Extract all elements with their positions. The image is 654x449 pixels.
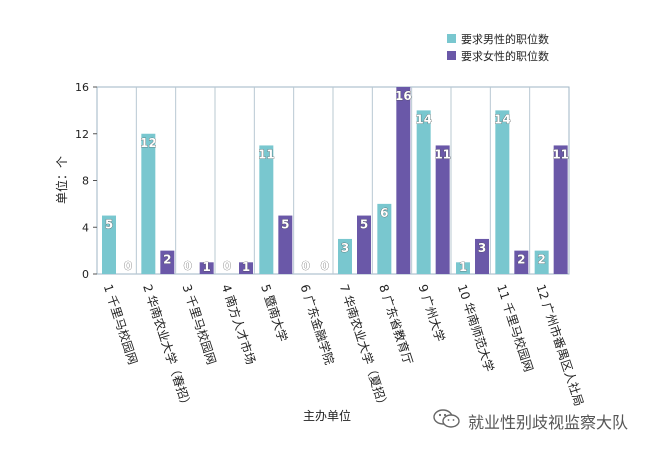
category-separators [135,87,531,274]
x-axis-title: 主办单位 [303,408,351,423]
watermark-text: 就业性别歧视监察大队 [468,413,629,432]
watermark: 就业性别歧视监察大队 [432,408,628,434]
data-label: 11 [434,147,451,161]
data-label: 14 [415,112,432,126]
legend-swatch [447,34,456,43]
y-tick-label: 16 [75,81,89,94]
data-label: 5 [105,218,113,232]
category-label: 1 千里马校园网 [101,282,141,366]
data-label: 0 [223,259,231,273]
data-label: 1 [202,260,210,274]
data-label: 1 [459,260,467,274]
bar-male [102,215,116,274]
y-axis-ticks: 0 4 8 12 16 [75,81,97,281]
bar-male [377,203,392,274]
data-label: 2 [517,253,525,267]
bar-male [456,262,470,274]
legend-swatch [447,51,456,60]
data-label: 0 [124,259,132,273]
y-tick-label: 4 [82,221,89,234]
data-label: 3 [341,241,349,255]
bar-female [553,145,568,274]
category-label: 5 暨南大学 [258,282,291,343]
data-label: 11 [258,147,275,161]
data-label: 11 [552,147,569,161]
data-label: 0 [183,259,191,273]
legend-entry: 要求男性的职位数 [461,32,549,46]
bar-male [259,145,274,274]
category-label: 6 广东金融学院 [297,282,337,366]
bar-female [435,145,450,274]
data-label: 14 [494,112,511,126]
bar-male [338,238,352,274]
bar-female [239,262,253,274]
data-label: 5 [360,218,368,232]
data-label: 1 [242,260,250,274]
category-label: 11 千里马校园网 [494,282,536,373]
bar-male [534,250,549,274]
category-label: 8 广东省教育厅 [376,282,416,366]
data-label: 2 [163,253,171,267]
bar-male [495,110,510,274]
bar-male [416,110,431,274]
bar-female [357,215,371,274]
category-label: 9 广州大学 [415,282,448,343]
bar-female [396,87,411,274]
category-label: 4 南方人才市场 [219,282,259,366]
bar-female [278,215,293,274]
data-label: 16 [395,89,412,103]
data-label: 3 [478,241,486,255]
bar-female [475,238,489,274]
data-label: 0 [320,259,328,273]
legend-entry: 要求女性的职位数 [461,49,549,63]
y-tick-label: 12 [75,128,89,141]
category-labels: 1 千里马校园网 2 华南农业大学（春招）3 千里马校园网 4 南方人才市场 5 暨南… [101,282,587,412]
y-tick-label: 8 [82,175,89,188]
bar-female [514,250,529,274]
bar-female [160,250,175,274]
y-axis-title: 单位：个 [54,156,69,204]
category-label: 10 华南师范大学 [455,282,497,373]
bar-male [141,133,156,274]
data-label: 6 [380,206,388,220]
data-label: 2 [537,253,545,267]
data-label: 0 [301,259,309,273]
bar-female [199,262,214,274]
y-tick-label: 0 [82,268,89,281]
wechat-icon [432,408,462,434]
data-label: 12 [140,136,157,150]
category-label: 12 广州市番禺区人社局 [533,282,587,408]
data-label: 5 [281,218,289,232]
category-label: 3 千里马校园网 [179,282,219,366]
